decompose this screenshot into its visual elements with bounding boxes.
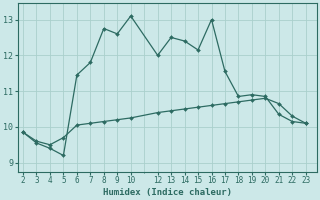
X-axis label: Humidex (Indice chaleur): Humidex (Indice chaleur)	[103, 188, 232, 197]
